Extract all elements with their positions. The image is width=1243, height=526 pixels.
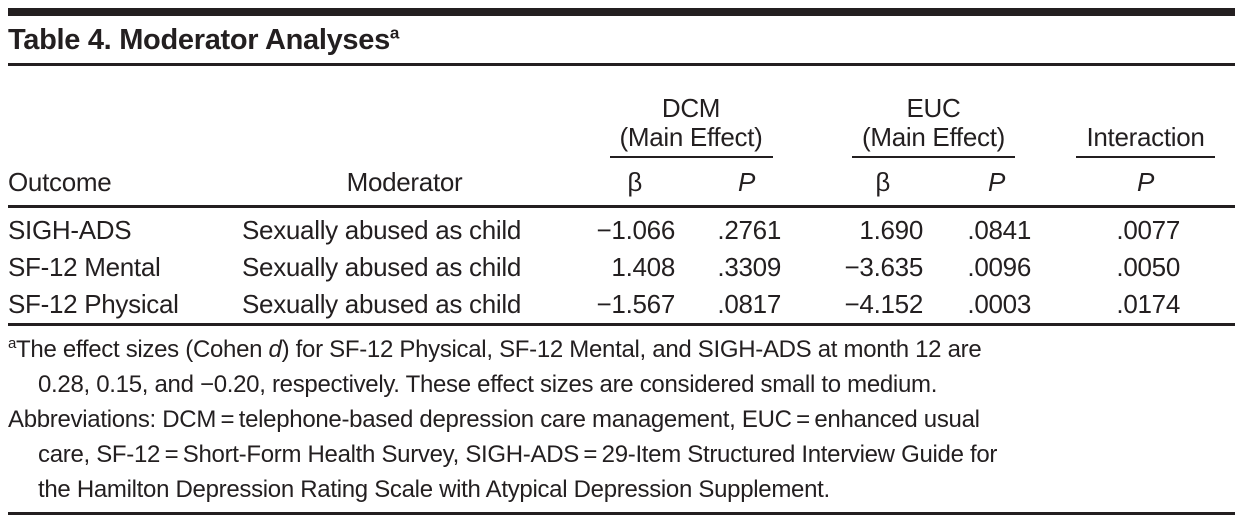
cell-interaction-p: .0174 bbox=[1116, 289, 1180, 319]
column-group-interaction: Interaction bbox=[1056, 66, 1235, 158]
cell-moderator: Sexually abused as child bbox=[242, 289, 521, 319]
table-title-text: Table 4. Moderator Analyses bbox=[8, 24, 390, 56]
group-name-euc: EUC bbox=[906, 93, 961, 123]
column-group-euc-label: EUC (Main Effect) bbox=[852, 94, 1015, 158]
column-group-dcm: DCM (Main Effect) bbox=[571, 66, 811, 158]
header-dcm-p: P bbox=[711, 158, 811, 208]
cell-euc-beta: 1.690 bbox=[859, 215, 923, 245]
footnotes: aThe effect sizes (Cohen d) for SF-12 Ph… bbox=[8, 326, 1235, 507]
table-row: SF-12 Mental Sexually abused as child 1.… bbox=[8, 249, 1235, 286]
group-name-interaction: Interaction bbox=[1086, 122, 1205, 152]
header-moderator: Moderator bbox=[238, 158, 571, 208]
group-subtitle-euc: (Main Effect) bbox=[862, 122, 1005, 152]
header-euc-p: P bbox=[961, 158, 1056, 208]
cell-interaction-p: .0077 bbox=[1116, 215, 1180, 245]
cell-dcm-beta: −1.066 bbox=[596, 215, 676, 245]
cell-moderator: Sexually abused as child bbox=[242, 215, 521, 245]
group-name-dcm: DCM bbox=[661, 93, 721, 123]
header-outcome: Outcome bbox=[8, 158, 238, 208]
cell-moderator: Sexually abused as child bbox=[242, 252, 521, 282]
column-group-interaction-label: Interaction bbox=[1076, 122, 1215, 158]
cell-euc-p: .0841 bbox=[967, 215, 1031, 245]
cell-outcome: SIGH-ADS bbox=[8, 215, 132, 245]
header-interaction-p: P bbox=[1056, 158, 1235, 208]
cell-euc-p: .0003 bbox=[967, 289, 1031, 319]
column-header-row: Outcome Moderator β P β P P bbox=[8, 158, 1235, 208]
moderator-analyses-table: DCM (Main Effect) EUC (Main Effect) Inte… bbox=[8, 66, 1235, 323]
table-row: SF-12 Physical Sexually abused as child … bbox=[8, 286, 1235, 323]
cell-dcm-beta: 1.408 bbox=[611, 252, 675, 282]
cell-dcm-p: .3309 bbox=[717, 252, 781, 282]
cell-euc-beta: −4.152 bbox=[844, 289, 924, 319]
footnote-a-line1: aThe effect sizes (Cohen d) for SF-12 Ph… bbox=[8, 332, 1235, 367]
title-rule bbox=[8, 63, 1235, 66]
footnote-a-line2: 0.28, 0.15, and −0.20, respectively. The… bbox=[38, 371, 938, 398]
column-group-spacer bbox=[8, 66, 571, 158]
footnote-a-text-cont: ) for SF-12 Physical, SF-12 Mental, and … bbox=[281, 336, 982, 363]
cell-dcm-p: .2761 bbox=[717, 215, 781, 245]
cell-dcm-beta: −1.567 bbox=[596, 289, 676, 319]
table-title: Table 4. Moderator Analysesa bbox=[8, 16, 1235, 63]
abbreviations-line2: care, SF-12 = Short-Form Health Survey, … bbox=[38, 441, 998, 468]
footnote-a-italic-d: d bbox=[268, 336, 282, 363]
cell-dcm-p: .0817 bbox=[717, 289, 781, 319]
table-bottom-rule bbox=[8, 323, 1235, 326]
abbreviations-line3: the Hamilton Depression Rating Scale wit… bbox=[38, 476, 830, 503]
header-dcm-beta: β bbox=[571, 158, 711, 208]
column-group-euc: EUC (Main Effect) bbox=[811, 66, 1056, 158]
group-subtitle-dcm: (Main Effect) bbox=[619, 122, 763, 152]
footnote-a-text: The effect sizes (Cohen bbox=[16, 336, 269, 363]
bottom-rule bbox=[8, 512, 1235, 515]
table-row: SIGH-ADS Sexually abused as child −1.066… bbox=[8, 207, 1235, 250]
footnote-a-marker: a bbox=[8, 335, 17, 352]
header-euc-beta: β bbox=[811, 158, 961, 208]
cell-outcome: SF-12 Physical bbox=[8, 289, 179, 319]
cell-euc-p: .0096 bbox=[967, 252, 1031, 282]
cell-euc-beta: −3.635 bbox=[844, 252, 924, 282]
table-title-superscript: a bbox=[389, 23, 400, 43]
column-group-row: DCM (Main Effect) EUC (Main Effect) Inte… bbox=[8, 66, 1235, 158]
cell-outcome: SF-12 Mental bbox=[8, 252, 161, 282]
top-rule-thick bbox=[8, 8, 1235, 16]
abbreviations-line1: Abbreviations: DCM = telephone-based dep… bbox=[8, 406, 980, 433]
cell-interaction-p: .0050 bbox=[1116, 252, 1180, 282]
column-group-dcm-label: DCM (Main Effect) bbox=[609, 93, 773, 158]
table-figure: Table 4. Moderator Analysesa DCM (Main E… bbox=[8, 8, 1235, 515]
